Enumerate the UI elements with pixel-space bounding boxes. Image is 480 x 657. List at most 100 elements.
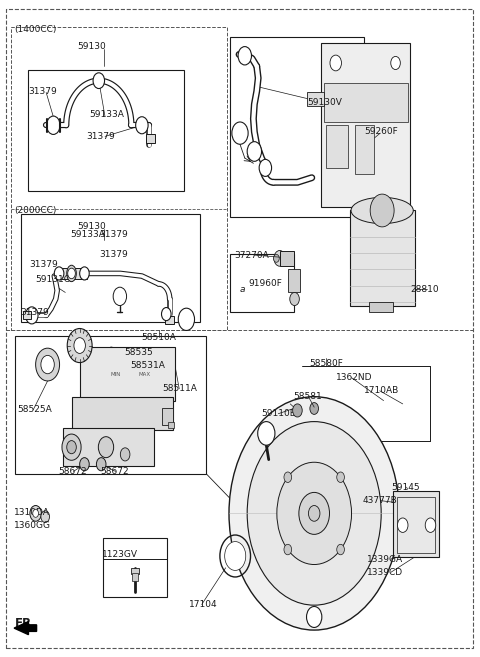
Circle shape <box>397 518 408 532</box>
Bar <box>168 422 174 428</box>
Circle shape <box>67 328 92 363</box>
Bar <box>80 347 175 401</box>
Text: 31379: 31379 <box>86 132 115 141</box>
Text: 59131C: 59131C <box>35 275 70 284</box>
Circle shape <box>309 505 320 521</box>
Circle shape <box>80 458 89 471</box>
Bar <box>72 397 173 430</box>
Bar <box>21 214 200 322</box>
Circle shape <box>299 492 329 534</box>
Text: 59260F: 59260F <box>364 127 398 136</box>
Circle shape <box>391 57 400 70</box>
Text: 28810: 28810 <box>410 284 439 294</box>
Circle shape <box>93 73 105 89</box>
Circle shape <box>33 509 38 517</box>
Circle shape <box>136 117 148 134</box>
Bar <box>369 302 393 312</box>
Bar <box>162 409 173 425</box>
Text: 58581: 58581 <box>294 392 323 401</box>
Bar <box>322 43 410 207</box>
Circle shape <box>274 254 279 262</box>
Text: (2000CC): (2000CC) <box>14 206 57 215</box>
Bar <box>24 311 31 319</box>
Text: 1339GA: 1339GA <box>367 555 403 564</box>
Circle shape <box>290 292 300 306</box>
Bar <box>288 269 300 292</box>
Text: 58511A: 58511A <box>162 384 197 394</box>
Bar <box>165 316 174 324</box>
Text: 59130: 59130 <box>77 42 106 51</box>
Bar <box>146 134 156 143</box>
Bar <box>393 491 439 556</box>
Text: 59133A: 59133A <box>89 110 124 120</box>
Bar <box>397 497 435 553</box>
Bar <box>324 83 408 122</box>
Text: 59130: 59130 <box>77 222 106 231</box>
Text: 31379: 31379 <box>20 308 48 317</box>
Bar <box>28 70 184 191</box>
Text: 31379: 31379 <box>99 230 128 239</box>
Circle shape <box>277 463 351 564</box>
Circle shape <box>229 397 399 630</box>
Bar <box>355 125 374 174</box>
Text: 91960F: 91960F <box>248 279 282 288</box>
Circle shape <box>310 403 319 415</box>
Circle shape <box>225 541 246 570</box>
Text: MIN: MIN <box>110 372 121 377</box>
Text: 1360GG: 1360GG <box>14 521 51 530</box>
Circle shape <box>41 510 49 522</box>
Circle shape <box>238 47 252 65</box>
Circle shape <box>293 404 302 417</box>
Circle shape <box>68 268 75 279</box>
Circle shape <box>80 267 89 280</box>
Circle shape <box>398 542 407 554</box>
Circle shape <box>25 307 38 324</box>
Circle shape <box>98 437 114 458</box>
Circle shape <box>113 287 127 306</box>
Bar <box>56 267 87 279</box>
Polygon shape <box>14 622 36 635</box>
Text: 58672: 58672 <box>100 467 129 476</box>
Text: 37270A: 37270A <box>234 250 269 260</box>
Bar <box>230 37 364 217</box>
Ellipse shape <box>351 197 413 223</box>
Circle shape <box>337 544 345 555</box>
Circle shape <box>284 544 292 555</box>
Text: a: a <box>240 284 245 294</box>
Circle shape <box>337 472 345 482</box>
Text: FR.: FR. <box>15 617 37 630</box>
Circle shape <box>274 250 286 266</box>
Text: 1362ND: 1362ND <box>336 373 372 382</box>
Text: 31379: 31379 <box>29 260 58 269</box>
Text: D: D <box>311 612 317 622</box>
Circle shape <box>284 472 292 482</box>
Circle shape <box>247 422 381 605</box>
Circle shape <box>370 194 394 227</box>
Circle shape <box>161 307 171 321</box>
Text: 1710AB: 1710AB <box>364 386 400 396</box>
Text: 58531A: 58531A <box>130 361 165 371</box>
Text: 58672: 58672 <box>58 467 87 476</box>
Bar <box>11 27 227 330</box>
Circle shape <box>307 606 322 627</box>
Text: A: A <box>264 429 269 438</box>
Circle shape <box>330 55 341 71</box>
Circle shape <box>426 542 435 554</box>
Circle shape <box>331 142 340 155</box>
Circle shape <box>247 142 262 162</box>
Circle shape <box>54 267 64 280</box>
Circle shape <box>67 441 76 454</box>
Bar <box>63 428 154 466</box>
Circle shape <box>425 518 436 532</box>
Text: 59110B: 59110B <box>262 409 297 419</box>
Circle shape <box>258 422 275 445</box>
Text: 58535: 58535 <box>124 348 153 357</box>
Circle shape <box>178 308 194 330</box>
Text: 43777B: 43777B <box>362 496 397 505</box>
Text: 31379: 31379 <box>28 87 57 96</box>
Text: 1310DA: 1310DA <box>14 508 50 516</box>
Circle shape <box>36 348 60 381</box>
Circle shape <box>120 448 130 461</box>
Circle shape <box>47 116 60 135</box>
Circle shape <box>259 160 272 176</box>
